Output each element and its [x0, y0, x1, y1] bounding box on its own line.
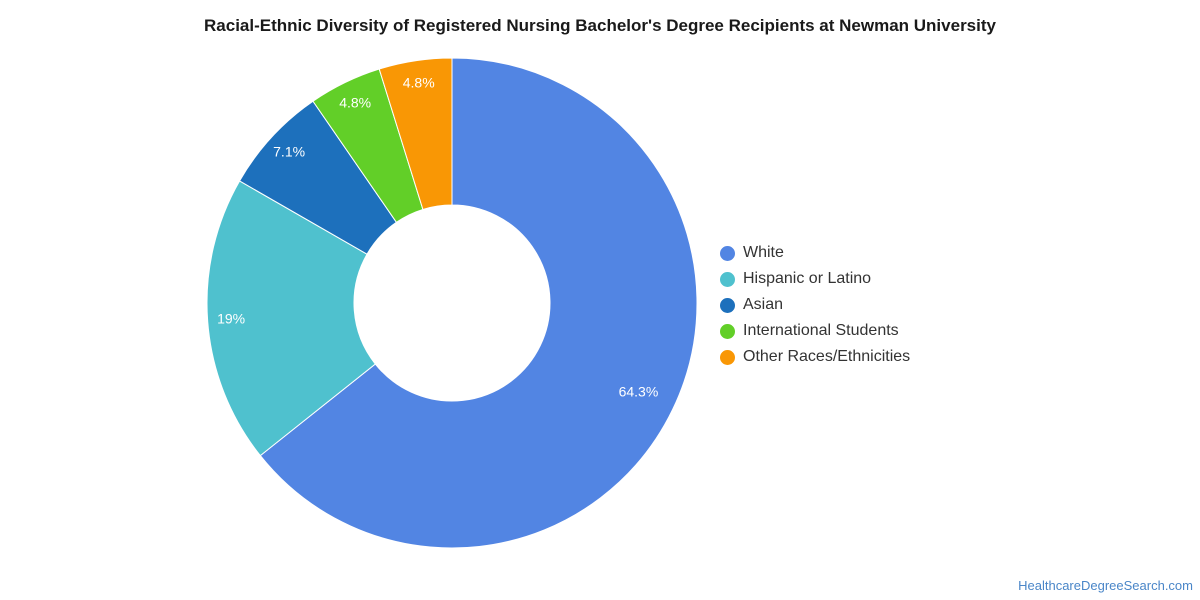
slice-label-hispanic-or-latino: 19%	[217, 310, 245, 326]
legend-label: White	[743, 244, 784, 261]
slice-labels-group: 64.3% 19% 7.1% 4.8% 4.8%	[217, 75, 658, 400]
legend-item-hispanic-or-latino[interactable]: Hispanic or Latino	[720, 266, 910, 292]
slice-other-races-ethnicities[interactable]	[378, 57, 453, 211]
legend-label: Other Races/Ethnicities	[743, 348, 911, 365]
legend-swatch-icon	[720, 245, 735, 261]
legend-swatch-icon	[720, 297, 735, 313]
legend-item-other-races-ethnicities[interactable]: Other Races/Ethnicities	[720, 344, 910, 370]
slice-white[interactable]	[259, 57, 698, 549]
slice-hispanic-or-latino[interactable]	[206, 180, 377, 457]
slice-label-white: 64.3%	[619, 384, 659, 400]
legend-swatch-icon	[720, 349, 735, 365]
slice-label-international-students: 4.8%	[339, 94, 371, 110]
source-watermark[interactable]: HealthcareDegreeSearch.com	[1018, 578, 1193, 593]
slices-group	[206, 57, 698, 549]
slice-label-asian: 7.1%	[273, 144, 305, 160]
legend: White Hispanic or Latino Asian Internationa…	[720, 240, 910, 370]
chart-title: Racial-Ethnic Diversity of Registered Nu…	[204, 16, 996, 35]
legend-item-white[interactable]: White	[720, 240, 910, 266]
slice-label-other-races-ethnicities: 4.8%	[403, 75, 435, 91]
legend-label: Asian	[743, 296, 784, 313]
legend-label: International Students	[743, 322, 899, 339]
legend-swatch-icon	[720, 323, 735, 339]
legend-label: Hispanic or Latino	[743, 270, 872, 287]
legend-swatch-icon	[720, 271, 735, 287]
legend-item-international-students[interactable]: International Students	[720, 318, 910, 344]
legend-item-asian[interactable]: Asian	[720, 292, 910, 318]
